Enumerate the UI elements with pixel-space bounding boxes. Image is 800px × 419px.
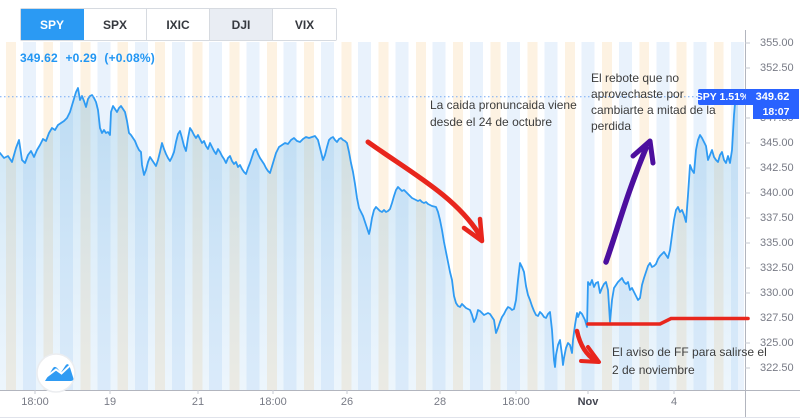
quote-summary: 349.62 +0.29 (+0.08%) [20, 51, 159, 65]
annotation-line: La caida pronuncaida viene [430, 98, 577, 112]
annotation-line: 2 de noviembre [612, 362, 695, 377]
quote-price: 349.62 [20, 51, 58, 65]
tab-dji[interactable]: DJI [210, 9, 273, 40]
price-tick-label: 345.00 [760, 136, 794, 149]
time-tick-label: 4 [670, 396, 678, 408]
price-tick-label: 330.00 [760, 286, 794, 299]
annotation-warning: El aviso de FF para salirse el 2 de novie… [612, 344, 767, 379]
annotation-line: perdida [591, 119, 632, 133]
price-tick-label: 332.50 [760, 261, 794, 274]
price-tick-label: 355.00 [760, 36, 794, 49]
price-tick-label: 342.50 [760, 161, 794, 174]
price-tick-label: 352.50 [760, 61, 794, 74]
price-tick-label: 340.00 [760, 186, 794, 199]
symbol-tabs: SPY SPX IXIC DJI VIX [20, 8, 337, 41]
quote-change-pct: (+0.08%) [104, 51, 156, 65]
time-tick-label: 28 [433, 396, 447, 408]
annotation-line: cambiarte a mitad de la [591, 103, 716, 117]
time-tick-label: Nov [577, 396, 599, 408]
time-tick-label: 19 [103, 396, 117, 408]
tab-spx[interactable]: SPX [84, 9, 147, 40]
time-tick-label: 21 [191, 396, 205, 408]
quote-change: +0.29 [65, 51, 97, 65]
annotation-line: El aviso de FF para salirse el [612, 345, 767, 359]
price-tick-label: 337.50 [760, 211, 794, 224]
price-tick-label: 335.00 [760, 236, 794, 249]
time-tick-label: 18:00 [502, 396, 530, 408]
annotation-fall: La caida pronuncaida viene desde el 24 de… [430, 97, 577, 130]
price-axis[interactable]: 355.00352.50347.50345.00342.50340.00337.… [745, 30, 800, 390]
price-tick-label: 322.50 [760, 361, 794, 374]
time-tick-label: 18:00 [259, 396, 287, 408]
annotation-line: El rebote que no [591, 71, 680, 85]
time-axis[interactable]: 18:00 19 21 18:00 26 28 18:00 Nov 4 [0, 390, 745, 417]
tab-vix[interactable]: VIX [273, 9, 336, 40]
current-time-label: 18:07 [753, 104, 799, 119]
tab-ixic[interactable]: IXIC [147, 9, 210, 40]
time-tick-label: 26 [340, 396, 354, 408]
price-tick-label: 325.00 [760, 336, 794, 349]
series-badge: SPY 1.51% [695, 88, 750, 105]
tab-spy[interactable]: SPY [21, 9, 84, 40]
current-price-label: 349.62 [746, 88, 799, 105]
annotation-line: desde el 24 de octubre [430, 114, 553, 129]
time-tick-label: 18:00 [21, 396, 49, 408]
price-tick-label: 327.50 [760, 311, 794, 324]
